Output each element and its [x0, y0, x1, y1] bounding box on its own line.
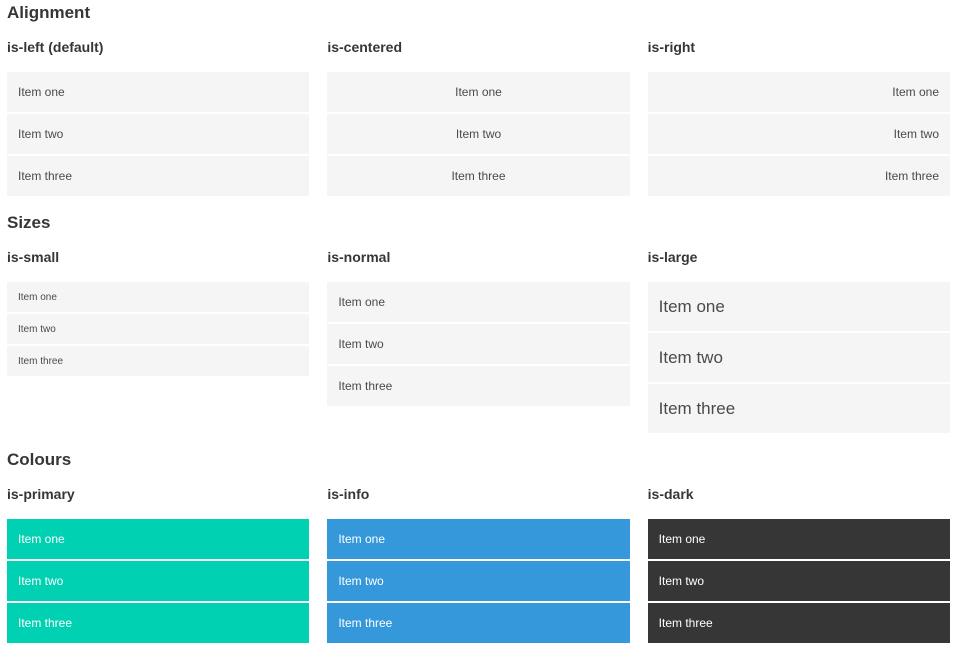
demo-list-right: Item one Item two Item three	[647, 72, 950, 196]
column-subtitle: is-normal	[327, 249, 391, 265]
column-subtitle: is-right	[647, 39, 696, 55]
demo-list-small: Item one Item two Item three	[7, 282, 310, 376]
column-subtitle: is-centered	[327, 39, 403, 55]
list-item[interactable]: Item two	[7, 114, 310, 154]
section-alignment: Alignment is-left (default) Item one Ite…	[7, 4, 950, 196]
colours-columns-grid: is-primary Item one Item two Item three …	[7, 486, 950, 643]
list-item[interactable]: Item two	[647, 561, 950, 601]
list-item[interactable]: Item two	[7, 561, 310, 601]
alignment-columns-grid: is-left (default) Item one Item two Item…	[7, 39, 950, 196]
section-title: Alignment	[7, 3, 91, 22]
column-is-dark: is-dark Item one Item two Item three	[647, 486, 950, 643]
list-item[interactable]: Item three	[7, 603, 310, 643]
demo-list-normal: Item one Item two Item three	[327, 282, 630, 406]
list-item[interactable]: Item three	[647, 603, 950, 643]
list-item[interactable]: Item three	[327, 156, 630, 196]
sizes-columns-grid: is-small Item one Item two Item three is…	[7, 249, 950, 433]
list-item[interactable]: Item two	[647, 114, 950, 154]
list-item[interactable]: Item one	[647, 72, 950, 112]
list-item[interactable]: Item three	[327, 603, 630, 643]
column-is-right: is-right Item one Item two Item three	[647, 39, 950, 196]
list-item[interactable]: Item two	[327, 324, 630, 364]
demo-list-centered: Item one Item two Item three	[327, 72, 630, 196]
list-item[interactable]: Item one	[7, 282, 310, 312]
demo-list-large: Item one Item two Item three	[647, 282, 950, 433]
list-item[interactable]: Item three	[7, 156, 310, 196]
list-item[interactable]: Item one	[7, 519, 310, 559]
demo-list-primary: Item one Item two Item three	[7, 519, 310, 643]
list-item[interactable]: Item one	[327, 519, 630, 559]
section-title: Sizes	[7, 213, 51, 232]
list-item[interactable]: Item two	[327, 114, 630, 154]
column-subtitle: is-primary	[7, 486, 75, 502]
column-is-normal: is-normal Item one Item two Item three	[327, 249, 630, 433]
demo-list-dark: Item one Item two Item three	[647, 519, 950, 643]
column-subtitle: is-large	[647, 249, 698, 265]
list-item[interactable]: Item two	[327, 561, 630, 601]
list-item[interactable]: Item three	[327, 366, 630, 406]
list-item[interactable]: Item three	[7, 346, 310, 376]
column-is-small: is-small Item one Item two Item three	[7, 249, 310, 433]
section-title: Colours	[7, 450, 72, 469]
column-subtitle: is-dark	[647, 486, 694, 502]
column-is-large: is-large Item one Item two Item three	[647, 249, 950, 433]
list-item[interactable]: Item two	[7, 314, 310, 344]
section-colours: Colours is-primary Item one Item two Ite…	[7, 451, 950, 643]
section-sizes: Sizes is-small Item one Item two Item th…	[7, 214, 950, 433]
list-item[interactable]: Item one	[327, 72, 630, 112]
column-is-left-default: is-left (default) Item one Item two Item…	[7, 39, 310, 196]
column-is-primary: is-primary Item one Item two Item three	[7, 486, 310, 643]
list-item[interactable]: Item one	[647, 282, 950, 331]
list-item[interactable]: Item two	[647, 333, 950, 382]
list-item[interactable]: Item one	[327, 282, 630, 322]
list-item[interactable]: Item one	[7, 72, 310, 112]
column-is-info: is-info Item one Item two Item three	[327, 486, 630, 643]
column-subtitle: is-small	[7, 249, 60, 265]
column-subtitle: is-left (default)	[7, 39, 104, 55]
demo-list-left: Item one Item two Item three	[7, 72, 310, 196]
column-subtitle: is-info	[327, 486, 370, 502]
demo-list-info: Item one Item two Item three	[327, 519, 630, 643]
list-item[interactable]: Item one	[647, 519, 950, 559]
list-item[interactable]: Item three	[647, 384, 950, 433]
list-item[interactable]: Item three	[647, 156, 950, 196]
column-is-centered: is-centered Item one Item two Item three	[327, 39, 630, 196]
